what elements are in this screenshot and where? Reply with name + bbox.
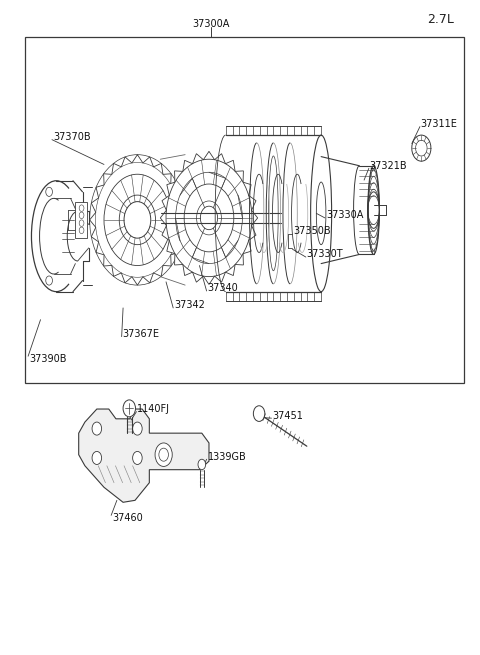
Text: 37330T: 37330T: [307, 250, 343, 259]
Text: 37367E: 37367E: [122, 329, 160, 339]
Circle shape: [92, 422, 102, 435]
Text: 37342: 37342: [174, 301, 205, 310]
Text: 37340: 37340: [207, 284, 238, 293]
Circle shape: [79, 227, 84, 234]
Text: 2.7L: 2.7L: [427, 13, 454, 26]
Circle shape: [155, 443, 172, 466]
Text: 1339GB: 1339GB: [207, 452, 246, 462]
Circle shape: [132, 451, 142, 464]
Circle shape: [132, 422, 142, 435]
Polygon shape: [79, 409, 209, 502]
Text: 37321B: 37321B: [370, 160, 408, 171]
Circle shape: [79, 212, 84, 219]
Circle shape: [253, 405, 265, 421]
Circle shape: [123, 400, 135, 417]
Circle shape: [79, 220, 84, 227]
Text: 37300A: 37300A: [192, 19, 230, 29]
Text: 37370B: 37370B: [53, 132, 91, 142]
Text: 37311E: 37311E: [420, 119, 457, 129]
Polygon shape: [160, 151, 258, 284]
Circle shape: [79, 205, 84, 212]
Text: 37330A: 37330A: [326, 210, 363, 220]
Circle shape: [46, 276, 52, 285]
Text: 37451: 37451: [273, 411, 303, 421]
Circle shape: [46, 187, 52, 196]
Circle shape: [92, 451, 102, 464]
Bar: [25, 37, 464, 383]
Polygon shape: [90, 155, 185, 285]
Circle shape: [198, 459, 205, 470]
Text: 37350B: 37350B: [293, 226, 331, 236]
Text: 1140FJ: 1140FJ: [137, 404, 170, 414]
Text: 37460: 37460: [112, 513, 143, 523]
Text: 37390B: 37390B: [29, 354, 67, 364]
Bar: [75, 202, 87, 238]
Circle shape: [159, 448, 168, 461]
